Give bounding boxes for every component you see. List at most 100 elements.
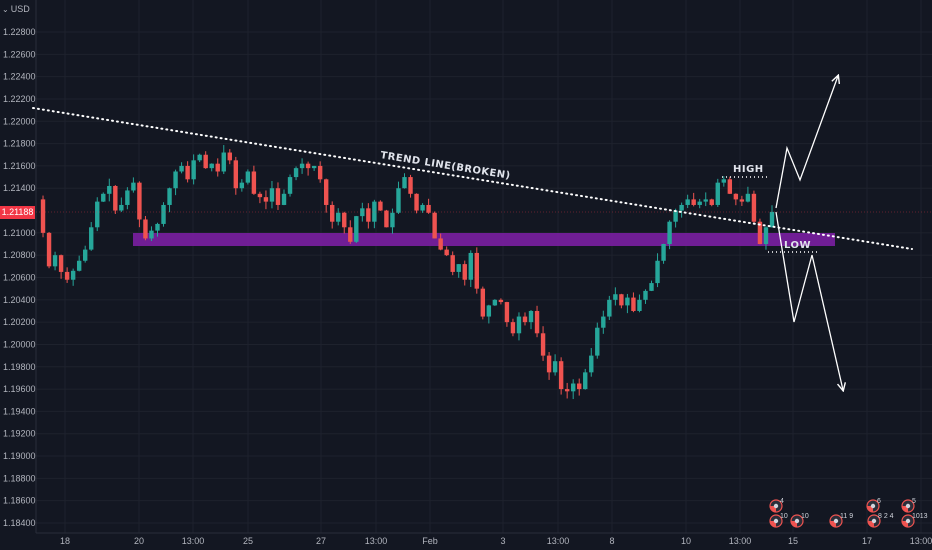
bullish-projection-path[interactable] (775, 76, 838, 209)
candle-down (64, 271, 70, 280)
candle-up (125, 190, 130, 205)
event-badge[interactable]: 10 (790, 513, 809, 528)
candle-up (197, 154, 202, 161)
candle-up (486, 305, 492, 317)
candle-down (275, 188, 281, 205)
candle-up (372, 201, 377, 222)
event-badge-count: 5 (912, 498, 916, 505)
event-badge[interactable]: 11 9 (829, 513, 853, 528)
time-tick-label: 10 (681, 536, 691, 546)
candle-up (52, 255, 58, 267)
candle-down (263, 197, 269, 202)
candle-up (101, 193, 106, 202)
support-zone (133, 233, 835, 246)
event-badge-count: 8 2 4 (878, 513, 894, 520)
grid-layer (36, 0, 932, 533)
price-tick-label: 1.20200 (3, 317, 36, 327)
event-badge[interactable]: 5 (901, 498, 916, 513)
candle-up (468, 252, 473, 280)
candle-down (751, 193, 757, 222)
candle-down (474, 252, 479, 289)
price-tick-label: 1.18400 (3, 518, 36, 528)
price-tick-label: 1.20800 (3, 250, 36, 260)
candle-up (360, 208, 365, 217)
candle-up (643, 290, 648, 300)
candle-up (311, 165, 317, 169)
event-badge-count: 10 (801, 513, 809, 520)
price-axis[interactable]: 1.22800 1.22600 1.22400 1.22200 1.22000 1.218… (3, 0, 37, 533)
candle-up (649, 283, 654, 291)
time-tick-label: 13:00 (910, 536, 932, 546)
candle-up (149, 230, 154, 239)
time-axis[interactable]: 18 20 13:00 25 27 13:00 Feb 3 13:00 8 10 13:00 15 17 1… (36, 532, 932, 546)
candle-up (570, 383, 576, 392)
candle-down (577, 383, 582, 390)
candle-down (342, 212, 347, 228)
candle-up (583, 372, 588, 390)
candle-up (769, 211, 775, 228)
chevron-down-icon: ⌄ (2, 5, 9, 14)
candle-up (655, 260, 660, 284)
trend-line[interactable] (32, 107, 913, 250)
currency-selector[interactable]: ⌄ USD (2, 4, 30, 14)
candle-up (420, 204, 425, 211)
candle-up (552, 361, 558, 373)
event-badge-count: 6 (877, 498, 881, 505)
price-tick-label: 1.22800 (3, 27, 36, 37)
candle-up (119, 204, 124, 211)
candle-up (191, 160, 196, 180)
candlestick-series (40, 145, 775, 400)
candle-down (233, 160, 239, 189)
current-price-tag: 1.21188 (0, 206, 35, 219)
candle-up (131, 182, 136, 191)
price-tick-label: 1.21800 (3, 139, 36, 149)
event-badge[interactable]: 10 (769, 513, 788, 528)
candle-down (564, 389, 570, 392)
time-tick-label: Feb (422, 536, 438, 546)
price-tick-label: 1.19000 (3, 451, 36, 461)
price-tick-label: 1.21000 (3, 228, 36, 238)
price-tick-label: 1.20000 (3, 339, 36, 349)
candle-down (185, 165, 190, 180)
candle-down (709, 199, 714, 205)
candle-up (155, 223, 160, 231)
price-tick-label: 1.18600 (3, 496, 36, 506)
time-tick-label: 18 (60, 536, 70, 546)
price-tick-label: 1.22200 (3, 94, 36, 104)
low-label: LOW (784, 240, 811, 251)
bearish-projection-path[interactable] (775, 211, 843, 390)
candle-up (293, 168, 299, 178)
candle-up (179, 165, 184, 172)
candle-down (522, 316, 528, 323)
candle-up (161, 204, 166, 224)
candle-down (438, 238, 443, 250)
candle-up (221, 152, 226, 172)
time-tick-label: 20 (134, 536, 144, 546)
candle-up (528, 310, 534, 323)
event-badge-count: 11 9 (840, 513, 853, 520)
candle-up (299, 163, 305, 169)
price-tick-label: 1.19600 (3, 384, 36, 394)
candle-down (510, 322, 516, 334)
candle-up (613, 294, 618, 300)
price-tick-label: 1.21400 (3, 183, 36, 193)
indicator-badges[interactable]: 4 6 5 10 10 11 9 8 2 4 1013 (769, 498, 928, 528)
event-badge[interactable]: 4 (769, 498, 784, 513)
candle-up (167, 188, 172, 205)
price-tick-label: 1.21600 (3, 161, 36, 171)
event-badge-count: 10 (780, 513, 788, 520)
event-badge[interactable]: 6 (866, 498, 881, 513)
event-badge[interactable]: 8 2 4 (867, 513, 894, 528)
candle-up (637, 299, 642, 311)
candle-down (426, 204, 431, 213)
candle-up (89, 227, 94, 250)
candle-down (113, 185, 118, 211)
candle-down (691, 199, 696, 205)
candle-down (203, 154, 208, 169)
candle-down (40, 199, 46, 233)
candle-down (414, 193, 419, 211)
event-badge[interactable]: 1013 (901, 513, 928, 528)
time-tick-label: 13:00 (365, 536, 388, 546)
price-tick-label: 1.22400 (3, 72, 36, 82)
candle-down (46, 232, 52, 267)
